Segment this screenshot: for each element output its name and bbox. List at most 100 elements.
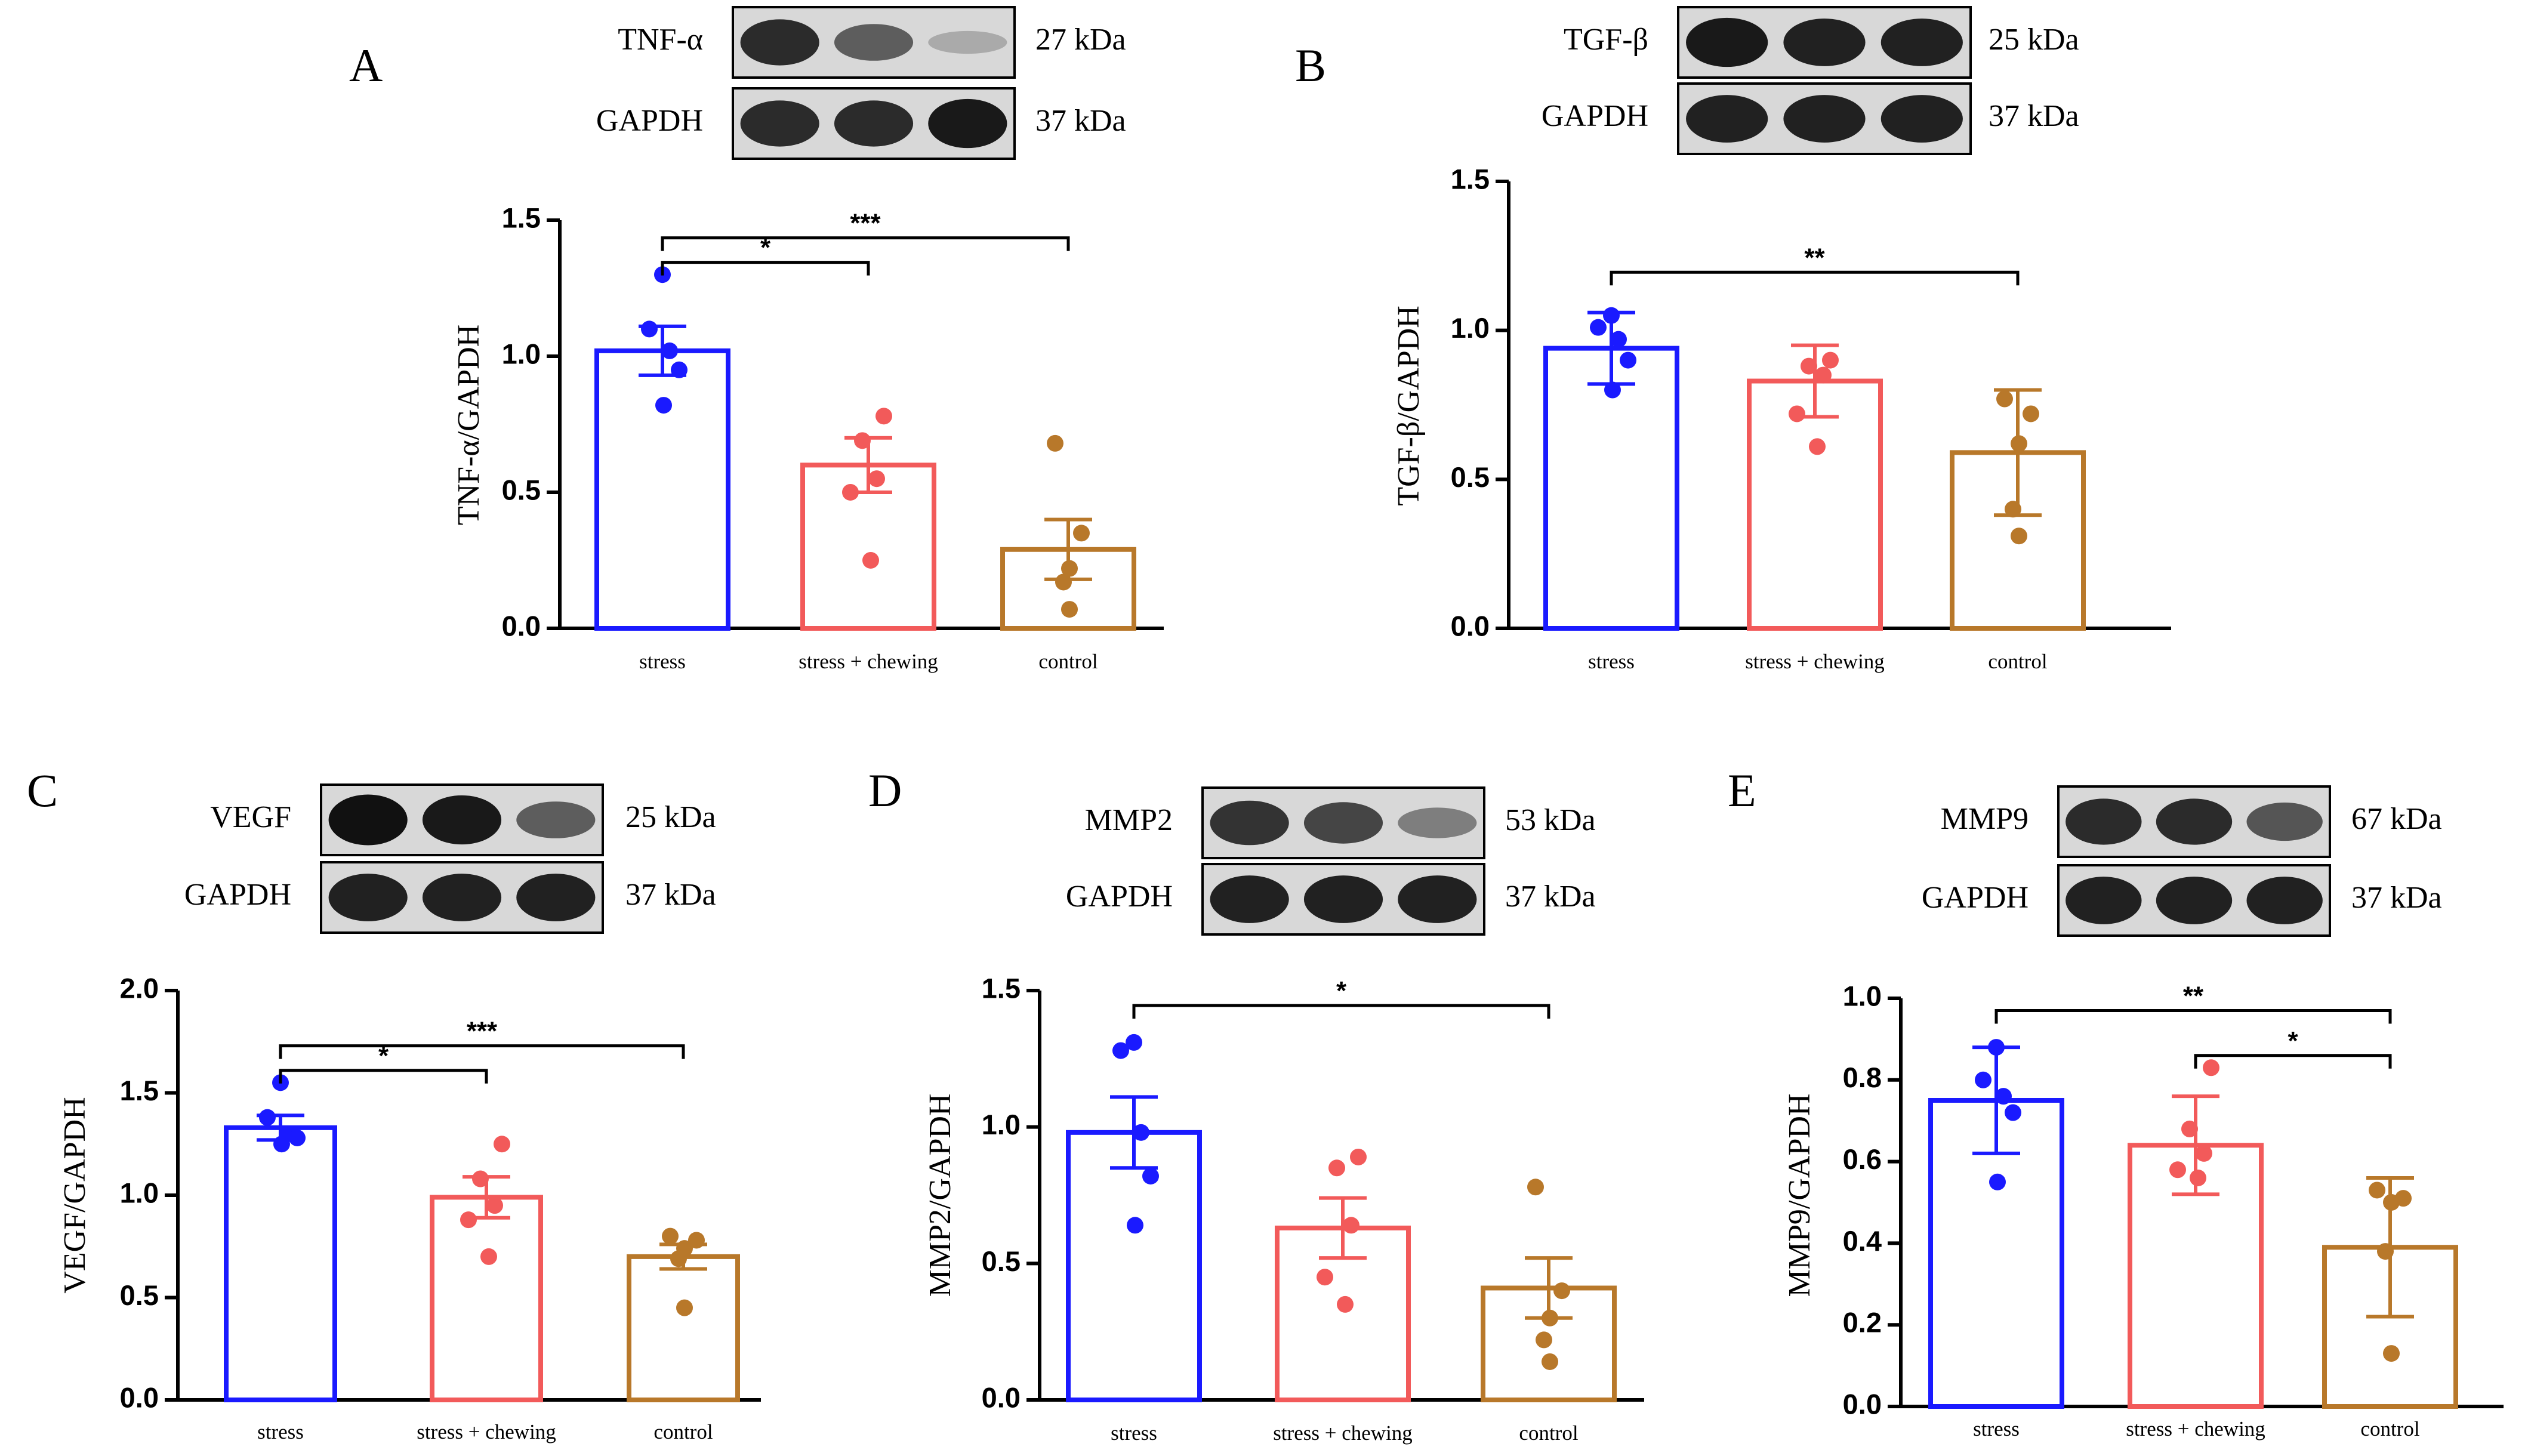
data-point (1822, 351, 1839, 369)
data-point (1536, 1331, 1552, 1349)
data-point (688, 1232, 705, 1249)
blot-band (2246, 802, 2323, 841)
data-point (1061, 601, 1078, 618)
significance-label: * (378, 1041, 389, 1071)
blot-band (1783, 95, 1866, 143)
data-point (868, 470, 885, 488)
category-label: stress (1973, 1417, 2020, 1440)
data-point (1055, 573, 1072, 591)
data-point (486, 1197, 503, 1214)
blot-band (2156, 798, 2233, 845)
blot-band (1398, 807, 1477, 838)
data-point (1542, 1353, 1558, 1370)
significance-bracket (1994, 1009, 2392, 1024)
data-point (1789, 405, 1805, 422)
blot-label: GAPDH (1922, 881, 2029, 915)
data-point (1073, 525, 1090, 542)
data-point (2377, 1243, 2394, 1260)
category-label: stress + chewing (417, 1420, 556, 1443)
significance-label: *** (467, 1017, 498, 1046)
data-point (842, 484, 859, 501)
data-point (494, 1136, 510, 1153)
blot-kda-label: 37 kDa (1989, 99, 2079, 133)
y-tick-label: 0.0 (1451, 610, 1490, 641)
blot-band (1783, 18, 1866, 66)
blot-band (928, 98, 1007, 149)
data-point (1801, 357, 1817, 375)
category-label: control (1038, 650, 1098, 673)
y-tick-label: 0.2 (1843, 1307, 1882, 1338)
data-point (1809, 438, 1826, 455)
blot-band (516, 874, 596, 921)
blot-band (516, 801, 596, 838)
y-tick-label: 0.0 (982, 1381, 1021, 1413)
y-tick-label: 0.0 (1843, 1388, 1882, 1420)
blot-label: GAPDH (596, 104, 703, 138)
panel-C: C VEGF 25 kDa GAPDH 37 kDa 0.0 0.5 1.0 1.5 2.0 VEG… (27, 764, 761, 1443)
data-point (2196, 1145, 2212, 1162)
data-point (480, 1248, 497, 1265)
data-point (1620, 351, 1636, 369)
data-point (2023, 405, 2039, 422)
blot-band (1880, 95, 1963, 143)
y-tick-label: 1.0 (120, 1177, 159, 1208)
blot-label: GAPDH (1542, 99, 1648, 133)
data-point (472, 1170, 489, 1187)
data-point (1988, 1039, 2005, 1056)
category-label: stress (1111, 1421, 1157, 1445)
blot-band (1303, 875, 1383, 923)
data-point (1328, 1159, 1345, 1177)
panel-letter: C (27, 764, 58, 816)
significance-bracket (2194, 1054, 2392, 1069)
blot-label: TNF-α (618, 23, 703, 57)
blot-kda-label: 53 kDa (1505, 803, 1596, 837)
category-label: stress + chewing (1273, 1421, 1413, 1445)
bar-stress (594, 348, 730, 631)
blot-band (422, 874, 502, 921)
data-point (1061, 560, 1078, 577)
data-point (1975, 1071, 1991, 1088)
blot-band (928, 30, 1007, 54)
y-tick-label: 0.5 (120, 1279, 159, 1311)
data-point (862, 552, 879, 569)
data-point (2383, 1345, 2400, 1362)
category-label: control (1519, 1421, 1578, 1445)
bar-stress (224, 1125, 337, 1403)
panel-B: B TGF-β 25 kDa GAPDH 37 kDa 0.0 0.5 1.0 1.5 TGF-β… (1295, 6, 2171, 673)
blot-kda-label: 25 kDa (1989, 23, 2079, 57)
panel-A: A TNF-α 27 kDa GAPDH 37 kDa 0.0 0.5 1.0 1.5 TNF-α… (349, 6, 1164, 673)
bar-stress (1543, 346, 1679, 631)
blot-band (2066, 877, 2142, 924)
blot-label: MMP2 (1085, 803, 1173, 837)
blot-label: MMP9 (1941, 802, 2029, 836)
data-point (1527, 1179, 1544, 1196)
significance-bracket (1132, 1004, 1550, 1019)
data-point (2181, 1120, 2198, 1137)
blot-band (1210, 875, 1289, 923)
significance-bracket (279, 1044, 685, 1059)
y-tick-label: 0.4 (1843, 1225, 1882, 1257)
data-point (1127, 1217, 1143, 1234)
category-label: stress + chewing (2126, 1417, 2265, 1440)
y-tick-label: 1.0 (1843, 980, 1882, 1011)
data-point (2011, 435, 2027, 452)
data-point (2203, 1059, 2219, 1076)
y-tick-label: 0.5 (982, 1245, 1021, 1277)
data-point (875, 408, 892, 425)
y-tick-label: 1.0 (1451, 312, 1490, 344)
significance-bracket (661, 236, 1070, 251)
category-label: stress (639, 650, 686, 673)
y-tick-label: 1.5 (502, 202, 541, 233)
category-label: control (653, 1420, 713, 1443)
significance-label: ** (2183, 982, 2204, 1011)
blot-band (1303, 802, 1383, 844)
blot-kda-label: 37 kDa (1035, 104, 1126, 138)
data-point (661, 342, 678, 359)
blot-kda-label: 25 kDa (625, 800, 716, 834)
bar-stress (1066, 1130, 1202, 1403)
panel-E: E MMP9 67 kDa GAPDH 37 kDa 0.0 0.2 0.4 0.6 0.8 1.0… (1728, 764, 2504, 1440)
blot-band (1686, 17, 1768, 67)
data-point (655, 397, 672, 414)
y-tick-label: 0.0 (120, 1381, 159, 1413)
bar-stress_chewing (2128, 1143, 2264, 1409)
